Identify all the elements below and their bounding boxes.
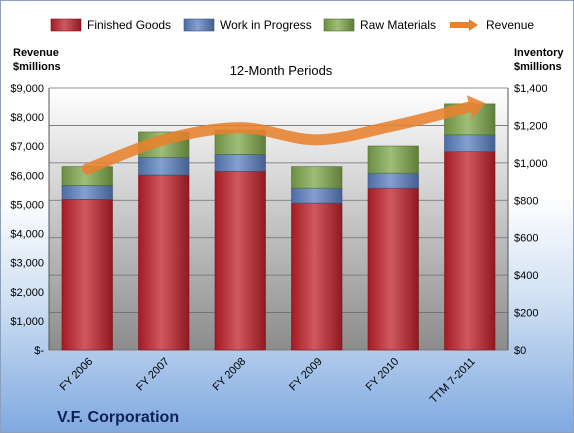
left-tick-label: $4,000: [10, 229, 44, 241]
bar-raw-materials: [291, 166, 343, 189]
bar-work-in-progress: [61, 185, 113, 200]
right-axis-title-line-1: Inventory: [514, 47, 564, 59]
bar-work-in-progress: [444, 134, 496, 152]
bar-stacks: [61, 103, 496, 351]
x-tick-label: FY 2007: [134, 356, 172, 394]
bar-work-in-progress: [367, 172, 419, 189]
right-tick-label: $400: [514, 270, 538, 282]
legend-swatch-finished-goods: [50, 18, 82, 32]
left-tick-label: $7,000: [10, 141, 44, 153]
bar-finished-goods: [138, 174, 190, 351]
x-axis-ticks: FY 2006 FY 2007 FY 2008 FY 2009 FY 2010 TTM 7…: [58, 356, 478, 406]
left-tick-label: $3,000: [10, 258, 44, 270]
legend-label-work-in-progress: Work in Progress: [220, 18, 312, 32]
left-tick-label: $-: [34, 345, 44, 357]
bar-finished-goods: [214, 170, 266, 351]
bar-work-in-progress: [138, 156, 190, 176]
chart-subtitle: 12-Month Periods: [230, 63, 333, 78]
left-axis-ticks: $- $1,000 $2,000 $3,000 $4,000 $5,000 $6,000 $7…: [10, 83, 44, 357]
left-tick-label: $1,000: [10, 316, 44, 328]
right-tick-label: $800: [514, 195, 538, 207]
right-tick-label: $200: [514, 308, 538, 320]
left-tick-label: $6,000: [10, 170, 44, 182]
right-tick-label: $600: [514, 233, 538, 245]
legend-swatch-raw-materials: [323, 18, 355, 32]
legend-swatch-work-in-progress: [183, 18, 215, 32]
plot-background: [49, 88, 508, 350]
x-tick-label: TTM 7-2011: [428, 356, 478, 406]
left-tick-label: $8,000: [10, 112, 44, 124]
right-tick-label: $1,400: [514, 83, 548, 95]
left-tick-label: $9,000: [10, 83, 44, 95]
left-axis-title-line-1: Revenue: [13, 47, 59, 59]
legend-label-raw-materials: Raw Materials: [360, 18, 436, 32]
bar-finished-goods: [444, 151, 496, 351]
revenue-arrowhead: [466, 95, 486, 119]
revenue-series: [81, 95, 486, 175]
x-tick-label: FY 2010: [364, 356, 402, 394]
legend-label-revenue: Revenue: [486, 18, 534, 32]
gridlines: [48, 87, 509, 351]
bar-finished-goods: [367, 187, 419, 351]
legend-label-finished-goods: Finished Goods: [87, 18, 171, 32]
legend: Finished Goods Work in Progress Raw Materi…: [50, 18, 534, 32]
right-tick-label: $1,200: [514, 120, 548, 132]
bar-raw-materials: [367, 145, 419, 174]
x-tick-label: FY 2009: [287, 356, 325, 394]
bar-finished-goods: [291, 202, 343, 351]
bar-finished-goods: [61, 199, 113, 351]
left-axis-title-line-2: $millions: [13, 61, 61, 73]
right-tick-label: $0: [514, 345, 526, 357]
right-tick-label: $1,000: [514, 158, 548, 170]
footer-company-title: V.F. Corporation: [57, 409, 179, 426]
right-axis-title-line-2: $millions: [514, 61, 562, 73]
left-tick-label: $5,000: [10, 199, 44, 211]
legend-arrow-revenue: [469, 19, 478, 31]
x-tick-label: FY 2006: [58, 356, 96, 394]
revenue-line: [81, 101, 476, 175]
bar-work-in-progress: [291, 187, 343, 204]
x-tick-label: FY 2008: [211, 356, 249, 394]
right-axis-ticks: $0 $200 $400 $600 $800 $1,000 $1,200 $1,400: [514, 83, 548, 357]
left-tick-label: $2,000: [10, 287, 44, 299]
bar-work-in-progress: [214, 154, 266, 172]
